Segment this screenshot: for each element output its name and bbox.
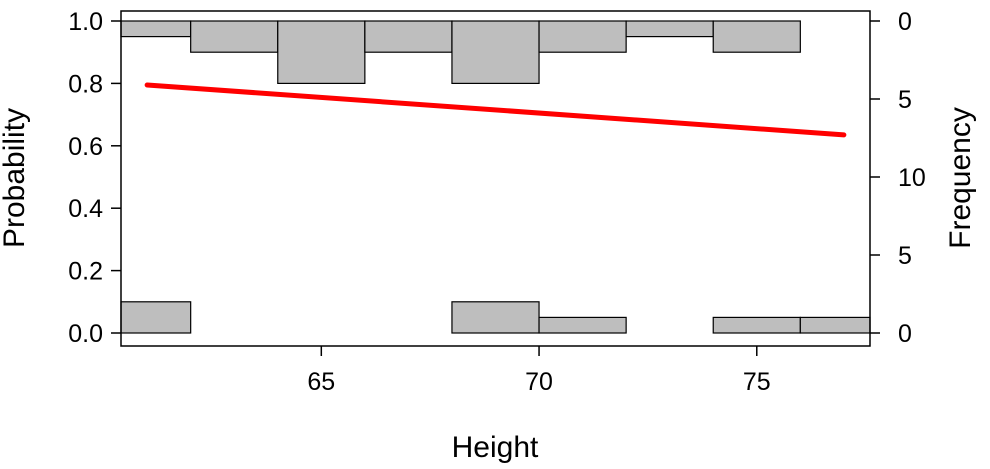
histogram-bar-bottom — [538, 316, 627, 334]
plot-frame — [120, 10, 871, 347]
y-tick-label: 0.6 — [68, 133, 103, 161]
fitted-curve — [144, 82, 847, 138]
x-tick-label: 70 — [525, 368, 553, 396]
x-axis-title: Height — [452, 431, 539, 464]
y-tick-label: 1.0 — [68, 8, 103, 36]
right-tick-label: 0 — [898, 8, 912, 36]
histogram-bar-bottom — [451, 301, 540, 334]
right-tick-label: 10 — [898, 164, 926, 192]
histogram-bar-bottom — [712, 316, 801, 334]
histogram-bar-top — [277, 20, 366, 85]
y-tick-label: 0.4 — [68, 195, 103, 223]
right-tick-label: 5 — [898, 242, 912, 270]
y-tick-label: 0.8 — [68, 70, 103, 98]
x-tick-label: 75 — [743, 368, 771, 396]
histogram-bar-top — [364, 20, 453, 53]
histogram-bar-top — [625, 20, 714, 38]
histogram-bars — [120, 20, 871, 334]
histogram-bar-top — [712, 20, 801, 53]
histogram-bar-top — [451, 20, 540, 85]
histogram-bar-top — [190, 20, 279, 53]
histogram-bar-bottom — [799, 316, 871, 334]
axes: 65 70 75 0.0 0.2 0.4 0.6 0.8 1.0 0 5 10 0 5 — [68, 8, 926, 396]
histogram-bar-bottom — [120, 301, 192, 334]
y-tick-label: 0.2 — [68, 258, 103, 286]
y-axis-title: Probability — [0, 108, 31, 248]
fitted-probability-line — [144, 82, 847, 138]
right-tick-label: 0 — [898, 320, 912, 348]
right-tick-label: 5 — [898, 86, 912, 114]
histogram-bar-top — [538, 20, 627, 53]
histogram-bar-top — [120, 20, 192, 38]
y-tick-label: 0.0 — [68, 320, 103, 348]
x-tick-label: 65 — [307, 368, 335, 396]
right-axis-title: Frequency — [944, 107, 977, 249]
